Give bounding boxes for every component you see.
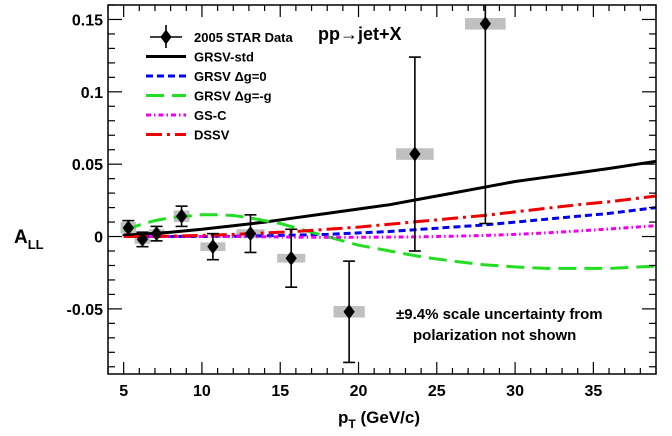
legend-marker-diamond: [160, 29, 172, 45]
axes: 5 10 15 20 25 30 35 -0.05 0 0.05 0.1 0.15: [67, 4, 657, 400]
systematic-boxes: [120, 18, 506, 318]
y-tick-label: -0.05: [67, 302, 104, 319]
data-point-2: [136, 231, 149, 247]
curve-5: [123, 194, 656, 238]
y-axis-label-sub: LL: [28, 237, 44, 252]
legend-entry-3: GRSV Δg=0: [146, 69, 267, 84]
data-point-8: [343, 304, 355, 320]
legend-label: 2005 STAR Data: [194, 30, 294, 45]
chart-title: pp→jet+X: [318, 24, 402, 44]
legend-entry-6: DSSV: [146, 128, 230, 143]
x-tick-label: 10: [193, 383, 211, 400]
data-point-10: [479, 16, 491, 32]
x-axis-label-main: p: [338, 408, 348, 427]
legend-label: GS-C: [194, 108, 227, 123]
legend-label: GRSV Δg=-g: [194, 89, 272, 104]
data-point-4: [175, 208, 188, 224]
curve-1: [123, 159, 656, 237]
annotation-line-1: ±9.4% scale uncertainty from: [396, 306, 603, 323]
data-point-1: [122, 220, 134, 236]
legend-label: GRSV Δg=0: [194, 69, 267, 84]
data-point-5: [207, 239, 219, 255]
y-axis-label: ALL: [14, 227, 44, 252]
annotation-line-2: polarization not shown: [413, 327, 576, 344]
x-tick-label: 15: [271, 383, 289, 400]
data-point-6: [244, 226, 257, 242]
y-tick-label: 0: [94, 230, 103, 247]
x-tick-label: 30: [506, 383, 524, 400]
x-axis-label-sub: T: [348, 417, 356, 431]
x-tick-label: 25: [428, 383, 446, 400]
plot-frame: [107, 4, 657, 375]
x-axis-label: pT (GeV/c): [338, 408, 420, 431]
legend-label: DSSV: [194, 128, 230, 143]
legend: 2005 STAR Data GRSV-std GRSV Δg=0 GRSV Δg=-…: [146, 25, 294, 143]
curve-3: [123, 213, 656, 270]
y-axis-label-main: A: [14, 227, 28, 248]
legend-entry-2: GRSV-std: [146, 50, 254, 65]
legend-entry-4: GRSV Δg=-g: [146, 89, 272, 104]
legend-entry-1: 2005 STAR Data: [150, 25, 294, 48]
data-point-7: [285, 250, 297, 266]
x-axis-label-unit: (GeV/c): [356, 408, 420, 427]
x-tick-label: 35: [584, 383, 602, 400]
y-tick-label: 0.1: [81, 85, 103, 102]
data-point-3: [150, 226, 163, 242]
y-tick-label: 0.15: [72, 12, 103, 29]
curve-2: [123, 206, 656, 238]
data-markers: [122, 16, 491, 320]
curve-4: [123, 224, 656, 239]
x-tick-label: 20: [350, 383, 368, 400]
y-tick-label: 0.05: [72, 157, 103, 174]
legend-entry-5: GS-C: [146, 108, 227, 123]
data-point-9: [409, 146, 421, 162]
theory-curves: [123, 159, 656, 270]
x-tick-label: 5: [119, 383, 128, 400]
legend-label: GRSV-std: [194, 50, 254, 65]
